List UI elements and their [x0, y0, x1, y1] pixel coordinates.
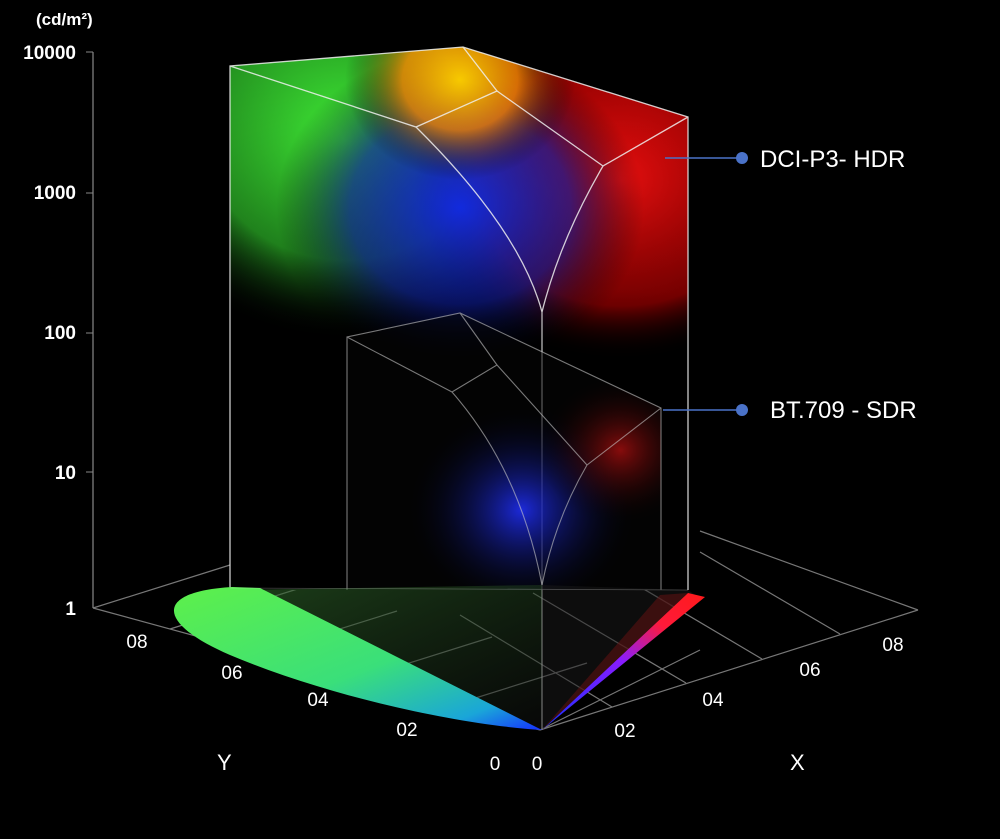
x-tick-label: 02 [614, 721, 635, 742]
y-axis-label: Y [217, 750, 232, 775]
callout-sdr: BT.709 - SDR [663, 397, 917, 424]
x-tick-label: 04 [702, 690, 724, 711]
callout-dot-icon [736, 404, 748, 416]
y-tick-label: 02 [396, 720, 417, 741]
y-tick-label: 0 [490, 754, 501, 775]
y-tick-label: 08 [126, 632, 147, 653]
callout-hdr: DCI-P3- HDR [665, 146, 905, 173]
x-tick-label: 0 [532, 754, 543, 775]
chromaticity-floor [173, 585, 705, 730]
sdr-label: BT.709 - SDR [770, 397, 917, 424]
luminance-tick-label: 10000 [23, 43, 76, 64]
luminance-tick-label: 10 [55, 463, 76, 484]
x-axis-label: X [790, 750, 805, 775]
y-axis-ticks: 08 06 04 02 0 [126, 632, 500, 775]
x-tick-label: 08 [882, 635, 903, 656]
x-tick-label: 06 [799, 660, 820, 681]
hdr-label: DCI-P3- HDR [760, 146, 905, 173]
y-tick-label: 04 [307, 690, 329, 711]
luminance-tick-label: 1000 [34, 183, 76, 204]
luminance-tick-label: 100 [44, 323, 76, 344]
luminance-tick-label: 1 [65, 599, 76, 620]
callout-dot-icon [736, 152, 748, 164]
luminance-unit-label: (cd/m²) [36, 10, 93, 29]
x-axis-ticks: 0 02 04 06 08 [532, 635, 904, 775]
y-tick-label: 06 [221, 663, 242, 684]
sdr-volume [346, 312, 662, 590]
luminance-axis: (cd/m²) 10000 1000 100 10 1 [23, 10, 94, 620]
